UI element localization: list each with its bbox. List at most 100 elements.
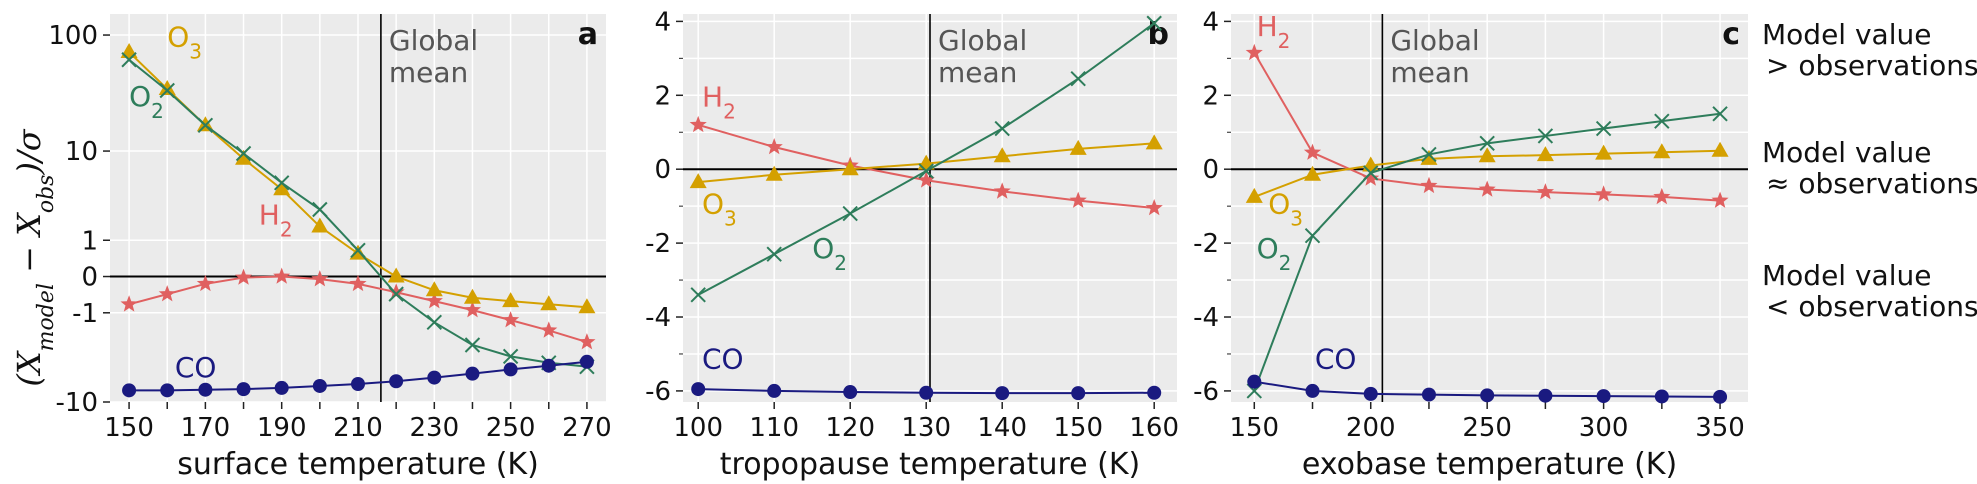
series-H2: H2 — [120, 199, 596, 350]
data-point — [540, 321, 558, 338]
data-point — [463, 288, 481, 304]
data-point — [1536, 146, 1554, 162]
data-point — [159, 82, 175, 99]
data-point — [1247, 374, 1262, 389]
y-tick-label: -2 — [1193, 229, 1219, 259]
plot-background — [1231, 14, 1748, 402]
data-point — [1595, 185, 1613, 202]
series-label: H2 — [702, 80, 736, 123]
data-point — [312, 201, 328, 218]
x-tick-label: 230 — [409, 413, 459, 443]
data-point — [198, 382, 213, 397]
y-tick-label: -2 — [645, 229, 671, 259]
data-point — [311, 270, 329, 287]
data-point — [1420, 149, 1438, 165]
global-mean-label: Global — [938, 24, 1027, 57]
data-point — [1069, 139, 1087, 155]
data-point — [1478, 147, 1496, 163]
data-point — [274, 380, 289, 395]
data-point — [767, 383, 782, 398]
data-point — [1479, 135, 1495, 152]
data-point — [158, 80, 176, 96]
y-tick-label: 2 — [1202, 81, 1219, 111]
data-point — [503, 362, 518, 377]
data-point — [993, 182, 1011, 199]
data-point — [766, 246, 782, 262]
series-label: O3 — [167, 21, 202, 64]
data-point — [235, 145, 252, 162]
y-tick-label: -1 — [72, 299, 98, 329]
data-point — [1480, 388, 1495, 403]
data-point — [351, 377, 365, 392]
data-point — [160, 383, 175, 398]
series-CO: CO — [1247, 343, 1728, 404]
series-H2: H2 — [689, 80, 1163, 216]
data-point — [578, 333, 596, 350]
x-tick-label: 150 — [104, 413, 154, 443]
x-tick-label: 210 — [333, 413, 383, 443]
side-label-comparison: > observations — [1766, 49, 1977, 82]
data-point — [1071, 386, 1086, 401]
data-point — [540, 295, 558, 311]
series-O2: O2 — [121, 52, 595, 375]
global-mean-label: mean — [389, 56, 468, 89]
y-tick-label: 10 — [65, 137, 98, 167]
y-tick-label: 4 — [654, 7, 671, 37]
y-tick-label: 2 — [654, 81, 671, 111]
x-tick-label: 130 — [901, 413, 951, 443]
data-point — [465, 366, 480, 381]
data-point — [578, 298, 596, 314]
x-tick-label: 300 — [1579, 413, 1629, 443]
data-point — [1363, 165, 1379, 181]
series-label: CO — [175, 351, 217, 384]
data-point — [349, 274, 367, 292]
y-tick-label: -4 — [645, 303, 671, 333]
panel-label: a — [578, 17, 598, 52]
side-label-title: Model value — [1762, 136, 1931, 169]
data-point — [426, 314, 443, 331]
series-label: O3 — [1268, 188, 1303, 231]
data-point — [502, 311, 520, 328]
panel-label: b — [1148, 17, 1169, 52]
x-tick-label: 120 — [825, 413, 875, 443]
global-mean-label: mean — [1390, 56, 1469, 89]
x-axis-label: surface temperature (K) — [177, 447, 539, 482]
data-point — [1653, 143, 1671, 159]
data-point — [1363, 386, 1378, 401]
data-point — [1711, 141, 1729, 157]
x-tick-label: 200 — [1346, 413, 1396, 443]
data-point — [312, 378, 327, 393]
data-point — [1305, 383, 1320, 398]
series-label: H2 — [259, 199, 293, 242]
data-point — [273, 175, 290, 191]
global-mean-label: Global — [389, 24, 478, 57]
data-point — [236, 382, 251, 397]
data-point — [387, 267, 405, 283]
data-point — [541, 358, 556, 373]
data-point — [1653, 187, 1671, 205]
data-point — [993, 147, 1011, 163]
data-point — [1711, 191, 1729, 208]
data-point — [918, 163, 934, 179]
y-tick-label: 1 — [81, 226, 98, 256]
data-point — [1304, 228, 1321, 244]
data-point — [389, 374, 404, 389]
data-point — [235, 149, 253, 165]
data-point — [502, 292, 520, 308]
data-point — [843, 385, 858, 400]
side-label-comparison: < observations — [1766, 290, 1977, 323]
series-label: O2 — [812, 232, 847, 275]
data-point — [765, 138, 783, 155]
x-axis-label: exobase temperature (K) — [1302, 447, 1677, 482]
series-O2: O2 — [690, 15, 1162, 303]
data-point — [1303, 143, 1322, 160]
series-label: CO — [1315, 343, 1357, 376]
data-point — [1069, 191, 1087, 208]
data-point — [1712, 106, 1728, 122]
data-point — [1654, 113, 1670, 129]
y-tick-label: -6 — [645, 377, 671, 407]
series-label: H2 — [1257, 10, 1291, 53]
